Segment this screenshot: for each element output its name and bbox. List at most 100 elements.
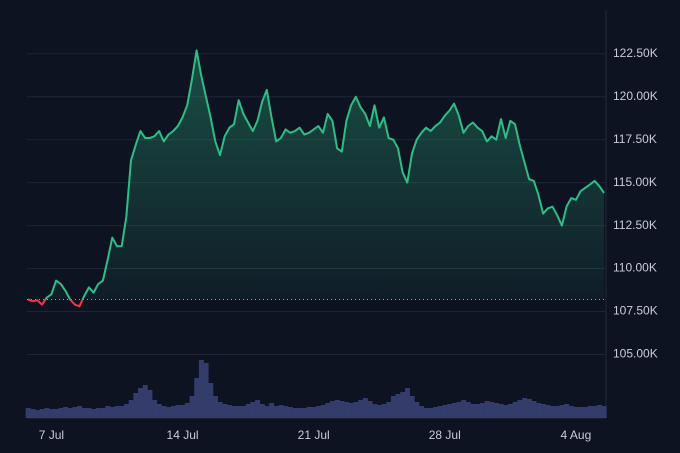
volume-bar <box>540 404 546 418</box>
volume-bar <box>152 400 158 418</box>
volume-bar <box>198 360 204 418</box>
volume-bar <box>264 406 270 418</box>
x-tick-label: 28 Jul <box>429 428 461 442</box>
x-tick-label: 4 Aug <box>561 428 592 442</box>
volume-bar <box>400 392 406 418</box>
volume-bar <box>470 404 476 418</box>
volume-bar <box>428 408 434 418</box>
volume-bar <box>578 407 584 418</box>
volume-bar <box>564 404 570 418</box>
volume-bar <box>442 405 448 418</box>
y-tick-label: 122.50K <box>613 46 658 60</box>
volume-bar <box>44 408 50 418</box>
volume-bar <box>128 400 134 418</box>
volume-bar <box>306 407 312 418</box>
volume-bar <box>30 409 36 418</box>
volume-bar <box>222 404 228 418</box>
volume-bar <box>376 405 382 418</box>
volume-bar <box>461 400 467 418</box>
volume-bar <box>372 404 378 418</box>
volume-bar <box>77 406 83 418</box>
volume-bar <box>212 396 218 418</box>
volume-bar <box>592 406 598 418</box>
volume-bar <box>227 405 233 418</box>
volume-bar <box>170 406 176 418</box>
volume-bar <box>353 402 359 418</box>
volume-bar <box>484 401 490 418</box>
volume-bar <box>217 402 223 418</box>
volume-bar <box>550 406 556 418</box>
volume-bar <box>573 407 579 418</box>
volume-bar <box>255 400 261 418</box>
volume-bar <box>334 400 340 418</box>
y-tick-label: 117.50K <box>613 132 657 146</box>
x-tick-label: 21 Jul <box>298 428 330 442</box>
volume-bar <box>53 409 59 418</box>
volume-bar <box>526 399 532 418</box>
volume-bar <box>250 402 256 418</box>
volume-bar <box>133 393 139 418</box>
volume-bar <box>316 406 321 418</box>
volume-bar <box>536 403 542 418</box>
volume-bar <box>39 409 45 418</box>
volume-bar <box>517 400 523 418</box>
volume-bar <box>348 403 354 418</box>
x-tick-label: 14 Jul <box>167 428 199 442</box>
y-tick-label: 110.00K <box>613 261 657 275</box>
volume-bar <box>100 408 106 418</box>
volume-bar <box>465 402 471 418</box>
volume-bar <box>72 407 78 418</box>
volume-bar <box>156 404 162 418</box>
volume-bar <box>301 408 307 418</box>
volume-bar <box>386 402 392 418</box>
volume-bar <box>180 405 186 418</box>
volume-bar <box>414 402 420 418</box>
volume-bar <box>358 400 364 418</box>
volume-bar <box>297 408 303 418</box>
volume-bar <box>278 405 284 418</box>
volume-bar <box>381 404 387 418</box>
volume-bar <box>292 408 298 418</box>
volume-bar <box>119 406 125 418</box>
volume-bar <box>203 363 209 418</box>
volume-bar <box>512 402 518 418</box>
volume-bar <box>596 405 602 418</box>
volume-bar <box>493 403 499 418</box>
volume-bar <box>166 407 172 418</box>
volume-bar <box>508 404 513 418</box>
volume-bar <box>161 406 167 418</box>
volume-bar <box>147 390 153 418</box>
volume-bar <box>362 398 368 418</box>
volume-bar <box>601 406 607 418</box>
price-line <box>27 49 605 308</box>
volume-bar <box>344 402 350 418</box>
volume-bar <box>587 406 593 418</box>
volume-bar <box>503 405 509 418</box>
volume-bar <box>419 406 425 418</box>
volume-bar <box>184 403 190 418</box>
volume-bar <box>241 406 247 418</box>
volume-bar <box>475 404 481 418</box>
volume-bar <box>545 405 551 418</box>
volume-bar <box>124 404 129 418</box>
volume-bar <box>283 406 289 418</box>
volume-bar <box>559 405 565 418</box>
volume-bar <box>320 405 326 418</box>
volume-bar <box>330 401 336 418</box>
volume-bar <box>49 409 55 418</box>
volume-bar <box>456 402 462 418</box>
volume-bar <box>433 407 439 418</box>
volume-bar <box>339 401 345 418</box>
y-tick-label: 112.50K <box>613 218 657 232</box>
volume-bar <box>245 404 251 418</box>
volume-bar <box>86 408 92 418</box>
volume-bar <box>273 406 279 418</box>
volume-bar <box>423 408 429 418</box>
volume-bar <box>325 403 331 418</box>
y-tick-label: 107.50K <box>613 304 658 318</box>
volume-bar <box>437 406 443 418</box>
y-tick-label: 120.00K <box>613 89 658 103</box>
x-tick-label: 7 Jul <box>39 428 64 442</box>
volume-bar <box>63 407 69 418</box>
